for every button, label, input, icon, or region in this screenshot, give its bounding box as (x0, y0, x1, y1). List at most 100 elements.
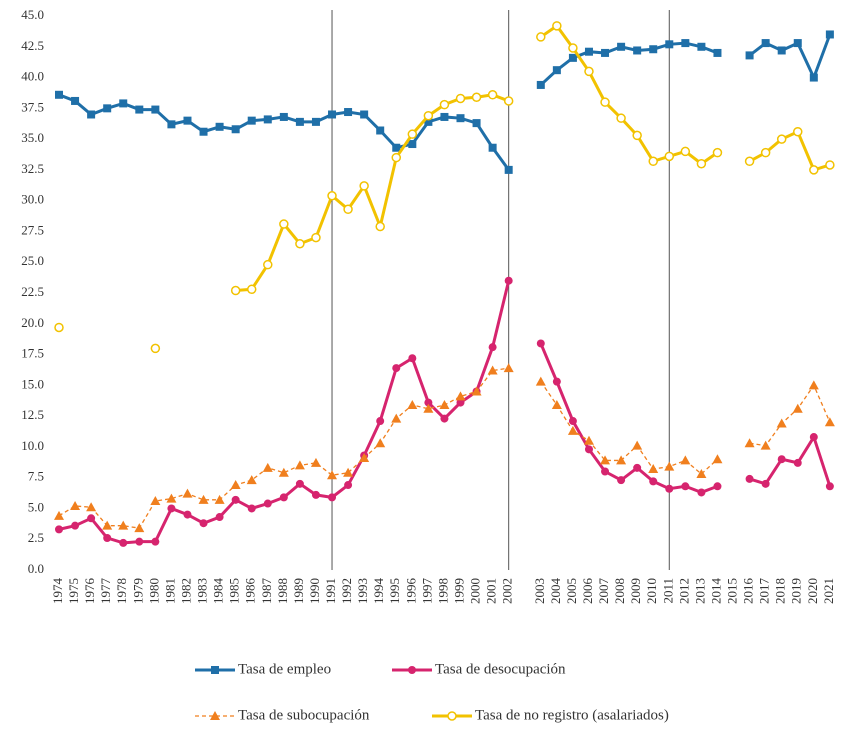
y-tick-label: 22.5 (21, 284, 44, 299)
marker (664, 461, 675, 471)
series-line (749, 433, 832, 487)
marker (745, 474, 754, 483)
marker (568, 53, 577, 62)
marker (407, 129, 418, 139)
marker (471, 386, 482, 396)
marker (455, 391, 466, 401)
marker (54, 322, 64, 333)
y-tick-label: 7.5 (28, 469, 44, 484)
marker (311, 490, 320, 499)
marker (150, 343, 161, 354)
marker (344, 481, 353, 490)
marker (183, 116, 192, 125)
series-line (540, 381, 718, 475)
marker (455, 93, 466, 104)
marker (665, 40, 674, 49)
marker (87, 514, 96, 523)
marker (423, 110, 434, 121)
marker (825, 482, 834, 491)
marker (649, 477, 658, 486)
marker (295, 117, 304, 126)
x-tick-label: 2007 (596, 578, 611, 605)
marker (278, 467, 289, 477)
y-tick-label: 40.0 (21, 69, 44, 84)
marker (536, 339, 545, 348)
marker (360, 110, 369, 119)
marker (633, 46, 642, 55)
y-tick-label: 10.0 (21, 438, 44, 453)
marker (568, 417, 577, 426)
x-tick-label: 1977 (98, 578, 113, 605)
series-line (58, 367, 509, 529)
marker (246, 475, 257, 485)
marker (55, 525, 63, 534)
marker (680, 455, 691, 465)
legend-marker (211, 666, 219, 674)
legend-marker (447, 711, 457, 721)
x-tick-label: 2005 (564, 578, 579, 604)
y-tick-label: 32.5 (21, 161, 44, 176)
marker (616, 455, 627, 465)
marker (503, 363, 514, 373)
marker (584, 47, 593, 56)
marker (617, 42, 626, 51)
marker (310, 457, 321, 467)
x-tick-label: 1991 (323, 578, 338, 604)
x-tick-label: 2014 (708, 578, 723, 605)
x-tick-label: 1983 (195, 578, 210, 604)
marker (328, 493, 337, 502)
x-tick-label: 1974 (50, 578, 65, 605)
legend-marker (408, 666, 416, 674)
marker (744, 156, 755, 167)
marker (376, 126, 385, 135)
marker (777, 455, 786, 464)
y-tick-label: 35.0 (21, 130, 44, 145)
marker (456, 114, 465, 123)
marker (166, 493, 177, 503)
marker (793, 39, 802, 48)
marker (745, 51, 754, 60)
x-tick-label: 2017 (757, 578, 772, 605)
marker (440, 112, 449, 121)
marker (825, 30, 834, 39)
marker (151, 537, 160, 546)
y-tick-label: 30.0 (21, 192, 44, 207)
marker (359, 452, 370, 462)
marker (231, 495, 240, 504)
marker (327, 190, 337, 201)
x-tick-label: 1975 (66, 578, 81, 604)
marker (198, 494, 209, 504)
y-tick-label: 37.5 (21, 99, 44, 114)
y-tick-label: 2.5 (28, 530, 44, 545)
marker (262, 462, 273, 472)
marker (535, 376, 546, 386)
x-tick-label: 2009 (628, 578, 643, 604)
marker (471, 92, 482, 103)
marker (536, 32, 546, 42)
marker (664, 151, 675, 162)
marker (247, 504, 256, 513)
marker (295, 479, 304, 488)
x-tick-label: 1981 (162, 578, 177, 604)
marker (439, 400, 450, 410)
marker (295, 239, 305, 249)
series-line (748, 33, 832, 82)
marker (583, 435, 594, 445)
marker (391, 152, 402, 163)
y-tick-label: 20.0 (21, 315, 44, 330)
marker (488, 343, 497, 352)
y-tick-label: 45.0 (21, 7, 44, 22)
x-tick-label: 1987 (259, 578, 274, 605)
marker (215, 513, 224, 522)
x-tick-label: 2012 (676, 578, 691, 604)
x-tick-label: 1984 (211, 578, 226, 605)
marker (713, 48, 722, 57)
marker (247, 116, 256, 125)
marker (279, 493, 288, 502)
marker (119, 538, 128, 547)
marker (761, 479, 770, 488)
marker (230, 480, 241, 490)
legend-label: Tasa de desocupación (435, 661, 566, 677)
marker (776, 418, 787, 428)
x-tick-label: 2010 (644, 578, 659, 604)
